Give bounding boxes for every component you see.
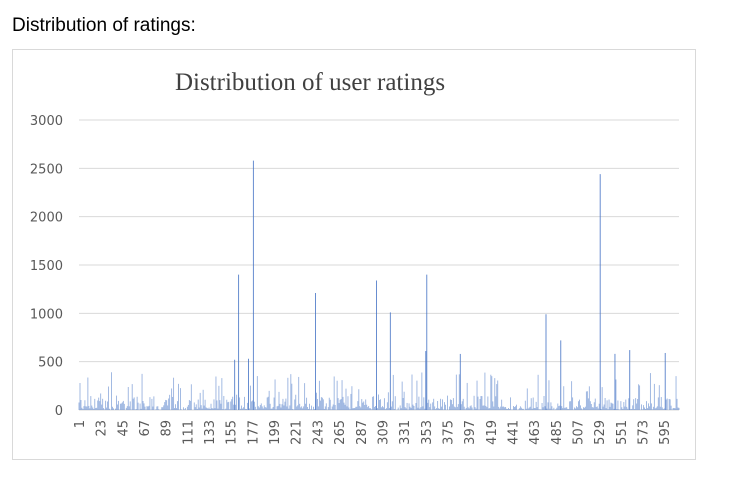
x-tick-label: 67 [138, 420, 153, 437]
x-tick-label: 419 [485, 420, 500, 445]
x-tick-label: 1 [73, 420, 88, 428]
ratings-bar-chart: Distribution of user ratings 05001000150… [30, 69, 680, 445]
chart-area: Distribution of user ratings 0 500 1000 150… [12, 49, 696, 460]
x-tick-label: 573 [637, 420, 652, 445]
x-tick-label: 463 [528, 420, 543, 445]
page-heading: Distribution of ratings: [12, 15, 196, 36]
y-tick-label: 2000 [30, 211, 63, 226]
x-tick-label: 265 [333, 420, 348, 445]
y-tick-label: 1500 [30, 259, 63, 274]
x-tick-label: 243 [311, 420, 326, 445]
y-tick-label: 3000 [30, 114, 63, 129]
bars [78, 160, 680, 410]
x-tick-label: 133 [203, 420, 218, 445]
x-tick-label: 595 [658, 420, 673, 445]
x-tick-label: 485 [550, 420, 565, 445]
x-tick-label: 45 [116, 420, 131, 437]
y-tick-label: 500 [38, 356, 63, 371]
y-tick-label: 2500 [30, 162, 63, 177]
x-tick-label: 23 [95, 420, 110, 437]
grid-lines [79, 119, 679, 411]
x-tick-label: 89 [160, 420, 175, 437]
x-tick-label: 529 [593, 420, 608, 445]
x-tick-label: 375 [442, 420, 457, 445]
chart-title: Distribution of user ratings [175, 69, 445, 96]
x-tick-label: 221 [290, 420, 305, 445]
y-axis-ticks: 0 500 1000 1500 2000 2500 3000 [30, 114, 63, 419]
x-tick-label: 111 [181, 420, 196, 445]
x-tick-label: 287 [355, 420, 370, 445]
x-axis-ticks: 1 23 45 67 89 111 133 155 177 199 221 243 265 287 309 3… [73, 420, 673, 445]
x-tick-label: 397 [463, 420, 478, 445]
y-tick-label: 0 [55, 404, 63, 419]
x-tick-label: 177 [246, 420, 261, 445]
x-tick-label: 353 [420, 420, 435, 445]
x-tick-label: 331 [398, 420, 413, 445]
x-tick-label: 507 [572, 420, 587, 445]
x-tick-label: 441 [507, 420, 522, 445]
x-tick-label: 199 [268, 420, 283, 445]
x-tick-label: 309 [376, 420, 391, 445]
y-tick-label: 1000 [30, 307, 63, 322]
x-tick-label: 155 [225, 420, 240, 445]
x-tick-label: 551 [615, 420, 630, 445]
